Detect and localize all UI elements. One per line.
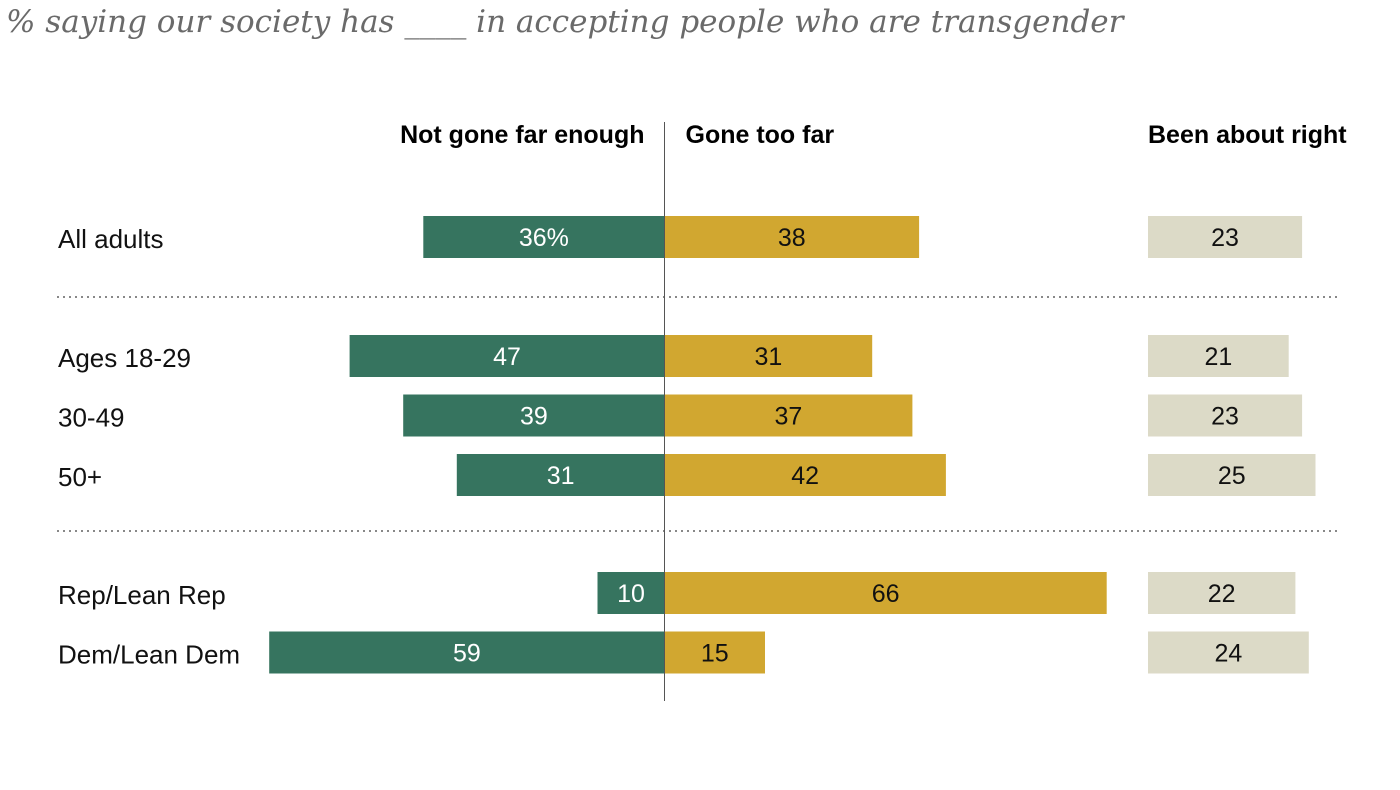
value-label-been-about-right: 23 <box>1211 403 1239 431</box>
row-30-49: 30-49 39 37 23 <box>58 394 1303 437</box>
header-been-about-right: Been about right <box>1148 121 1347 149</box>
row-label: All adults <box>58 224 164 254</box>
value-label-gone-too-far: 31 <box>754 343 782 371</box>
value-label-not-gone-far-enough: 10 <box>617 580 645 608</box>
value-label-not-gone-far-enough: 59 <box>453 640 481 668</box>
bar-been-about-right <box>1148 631 1309 674</box>
row-ages-18-29: Ages 18-29 47 31 21 <box>58 335 1289 377</box>
bar-not-gone-far-enough <box>403 394 665 437</box>
row-label: Ages 18-29 <box>58 343 191 373</box>
row-rep-lean-rep: Rep/Lean Rep 10 66 22 <box>58 572 1296 614</box>
row-label: 30-49 <box>58 403 125 433</box>
bar-been-about-right <box>1148 454 1316 496</box>
value-label-been-about-right: 22 <box>1208 580 1236 608</box>
value-label-not-gone-far-enough: 31 <box>547 462 575 490</box>
value-label-gone-too-far: 42 <box>791 462 819 490</box>
row-label: Rep/Lean Rep <box>58 580 226 610</box>
row-all-adults: All adults 36% 38 23 <box>58 216 1303 258</box>
header-gone-too-far: Gone too far <box>686 121 835 149</box>
bar-not-gone-far-enough <box>269 631 665 674</box>
chart-rows: All adults 36% 38 23 Ages 18-29 47 31 21 30-49 39… <box>58 216 1316 674</box>
value-label-been-about-right: 25 <box>1218 462 1246 490</box>
header-not-gone-far-enough: Not gone far enough <box>400 121 644 149</box>
bar-not-gone-far-enough <box>597 572 665 614</box>
chart-subtitle: % saying our society has ____ in accepti… <box>6 4 1126 40</box>
row-label: Dem/Lean Dem <box>58 640 240 670</box>
bar-not-gone-far-enough <box>423 216 665 258</box>
bar-been-about-right <box>1148 216 1303 258</box>
bar-gone-too-far <box>664 335 873 377</box>
bar-been-about-right <box>1148 394 1303 437</box>
bar-gone-too-far <box>664 394 913 437</box>
group-separators <box>57 296 1340 532</box>
row-50: 50+ 31 42 25 <box>58 454 1316 496</box>
value-label-been-about-right: 24 <box>1214 640 1242 668</box>
row-dem-lean-dem: Dem/Lean Dem 59 15 24 <box>58 631 1309 674</box>
bar-not-gone-far-enough <box>456 454 665 496</box>
value-label-been-about-right: 23 <box>1211 224 1239 252</box>
bar-not-gone-far-enough <box>349 335 665 377</box>
column-headers: Not gone far enough Gone too far Been abou… <box>400 121 1347 149</box>
value-label-gone-too-far: 37 <box>775 403 803 431</box>
value-label-not-gone-far-enough: 39 <box>520 403 548 431</box>
value-label-not-gone-far-enough: 36% <box>519 224 569 252</box>
value-label-gone-too-far: 38 <box>778 224 806 252</box>
bar-gone-too-far <box>664 572 1107 614</box>
value-label-been-about-right: 21 <box>1204 343 1232 371</box>
row-label: 50+ <box>58 462 102 492</box>
bar-gone-too-far <box>664 216 920 258</box>
bar-been-about-right <box>1148 335 1289 377</box>
bar-been-about-right <box>1148 572 1296 614</box>
value-label-gone-too-far: 15 <box>701 640 729 668</box>
bar-gone-too-far <box>664 631 765 674</box>
value-label-gone-too-far: 66 <box>872 580 900 608</box>
value-label-not-gone-far-enough: 47 <box>493 343 521 371</box>
bar-gone-too-far <box>664 454 946 496</box>
